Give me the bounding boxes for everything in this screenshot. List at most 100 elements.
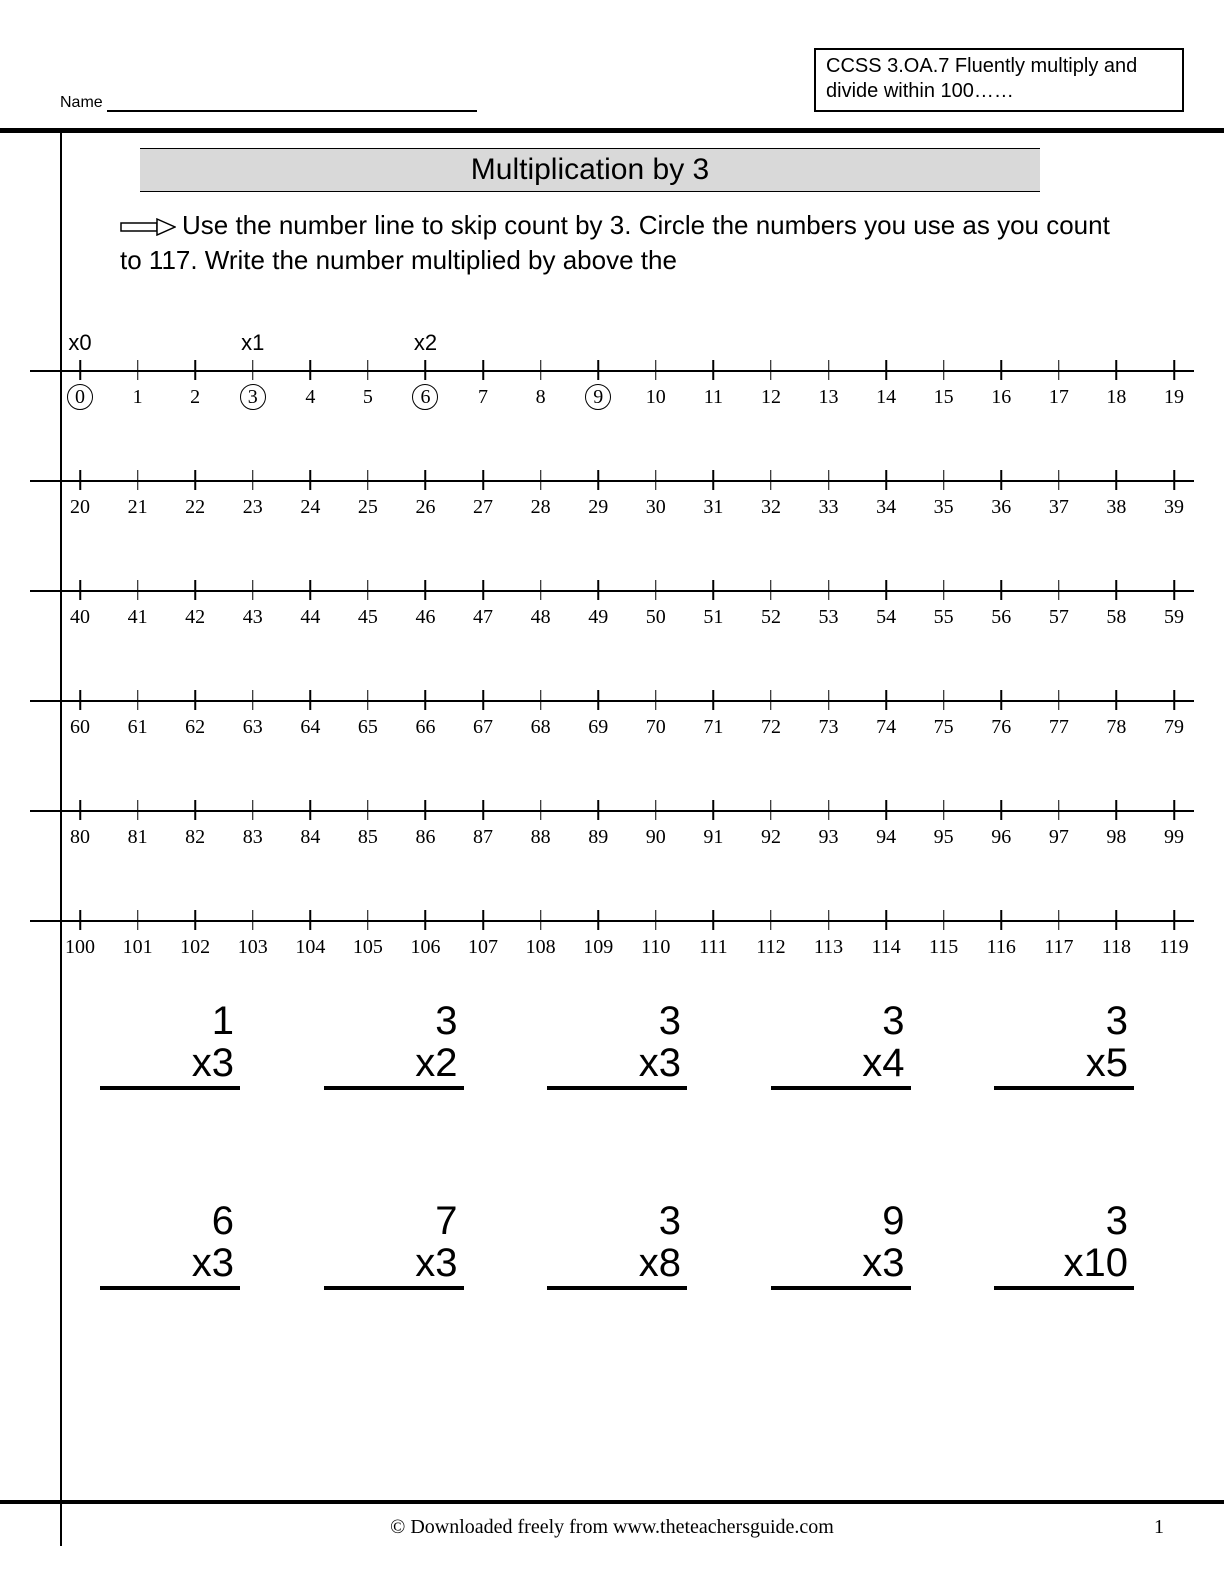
numberline-tick <box>943 800 945 820</box>
numberline-value: 11 <box>704 386 723 409</box>
numberline-value: 59 <box>1164 606 1184 629</box>
numberline-tick <box>194 360 196 380</box>
numberline-tick <box>713 690 715 710</box>
numberline-tick <box>1058 360 1060 380</box>
numberline-tick <box>770 910 772 930</box>
numberline-value: 113 <box>814 936 843 959</box>
numberline-value: 75 <box>934 716 954 739</box>
numberline-tick <box>367 470 369 490</box>
numberline-tick <box>137 800 139 820</box>
numberline-value: 62 <box>185 716 205 739</box>
numberline-tick <box>540 580 542 600</box>
numberline-tick <box>310 470 312 490</box>
numberline-value: 19 <box>1164 386 1184 409</box>
numberline-value: 78 <box>1106 716 1126 739</box>
numberline-value: 69 <box>588 716 608 739</box>
numberline-value: 102 <box>180 936 210 959</box>
numberline-tick <box>194 910 196 930</box>
numberline-tick <box>655 580 657 600</box>
numberline-row: 8081828384858687888990919293949596979899 <box>30 770 1194 866</box>
numberline-value: 91 <box>703 826 723 849</box>
numberline-value: 88 <box>531 826 551 849</box>
numberline-tick <box>1116 910 1118 930</box>
numberline-value: 105 <box>353 936 383 959</box>
numberline-value: 104 <box>295 936 325 959</box>
numberline-tick <box>828 580 830 600</box>
numberline-value: 72 <box>761 716 781 739</box>
numberline-value: 44 <box>300 606 320 629</box>
numberline-value: 57 <box>1049 606 1069 629</box>
numberline-value: 73 <box>819 716 839 739</box>
numberline-tick <box>482 360 484 380</box>
numberline-tick <box>828 690 830 710</box>
numberline-annotation: x0 <box>68 330 91 356</box>
numberline-value: 4 <box>305 386 315 409</box>
numberline-value: 17 <box>1049 386 1069 409</box>
numberline-value: 14 <box>876 386 896 409</box>
numberline-value: 79 <box>1164 716 1184 739</box>
multiplication-problem: 3x10 <box>994 1200 1134 1290</box>
numberline-row: 4041424344454647484950515253545556575859 <box>30 550 1194 646</box>
numberline-tick <box>943 910 945 930</box>
numberline-tick <box>79 580 81 600</box>
numberline-value: 56 <box>991 606 1011 629</box>
numberline-value: 106 <box>410 936 440 959</box>
numberline-tick <box>1173 580 1175 600</box>
numberline-tick <box>367 910 369 930</box>
numberline-row: 6061626364656667686970717273747576777879 <box>30 660 1194 756</box>
numberline-tick <box>252 690 254 710</box>
numberline-value: 98 <box>1106 826 1126 849</box>
numberline-value: 77 <box>1049 716 1069 739</box>
multiplication-problem: 6x3 <box>100 1200 240 1290</box>
bottom-horizontal-rule <box>0 1500 1224 1504</box>
numberline-tick <box>1116 690 1118 710</box>
numberline-tick <box>885 580 887 600</box>
numberline-tick <box>79 470 81 490</box>
numberline-tick <box>1058 800 1060 820</box>
numberline-value: 55 <box>934 606 954 629</box>
numberline-value: 47 <box>473 606 493 629</box>
numberline-tick <box>597 360 599 380</box>
numberline-tick <box>770 690 772 710</box>
numberline-tick <box>79 800 81 820</box>
numberline-tick <box>137 580 139 600</box>
numberline-tick <box>425 800 427 820</box>
numberline-tick <box>828 470 830 490</box>
numberline-value: 108 <box>526 936 556 959</box>
numberline-tick <box>540 800 542 820</box>
numberline-value: 90 <box>646 826 666 849</box>
numberline-tick <box>713 800 715 820</box>
numberline-tick <box>540 690 542 710</box>
circled-number <box>412 384 438 410</box>
numberline-tick <box>655 800 657 820</box>
numberline-value: 48 <box>531 606 551 629</box>
worksheet-page: Name CCSS 3.OA.7 Fluently multiply and d… <box>0 0 1224 1584</box>
numberline-value: 13 <box>819 386 839 409</box>
numberline-value: 21 <box>128 496 148 519</box>
numberline-tick <box>597 470 599 490</box>
numberline-value: 85 <box>358 826 378 849</box>
multiplication-problem: 3x3 <box>547 1000 687 1090</box>
instructions: Use the number line to skip count by 3. … <box>120 208 1114 278</box>
numberline-value: 97 <box>1049 826 1069 849</box>
numberline-value: 87 <box>473 826 493 849</box>
numberline-tick <box>194 690 196 710</box>
circled-number <box>585 384 611 410</box>
numberline-tick <box>425 360 427 380</box>
numberline-tick <box>310 910 312 930</box>
numberline-tick <box>194 580 196 600</box>
circled-number <box>67 384 93 410</box>
numberline-value: 117 <box>1044 936 1073 959</box>
arrow-right-icon <box>120 218 176 236</box>
numberline-value: 80 <box>70 826 90 849</box>
numberline-tick <box>79 360 81 380</box>
numberline-tick <box>252 910 254 930</box>
multiplication-problem: 3x8 <box>547 1200 687 1290</box>
numberline-tick <box>425 690 427 710</box>
numberline-axis <box>30 480 1194 482</box>
numberline-tick <box>425 910 427 930</box>
numberline-axis <box>30 700 1194 702</box>
numberline-tick <box>252 580 254 600</box>
numberline-value: 71 <box>703 716 723 739</box>
numberline-value: 76 <box>991 716 1011 739</box>
